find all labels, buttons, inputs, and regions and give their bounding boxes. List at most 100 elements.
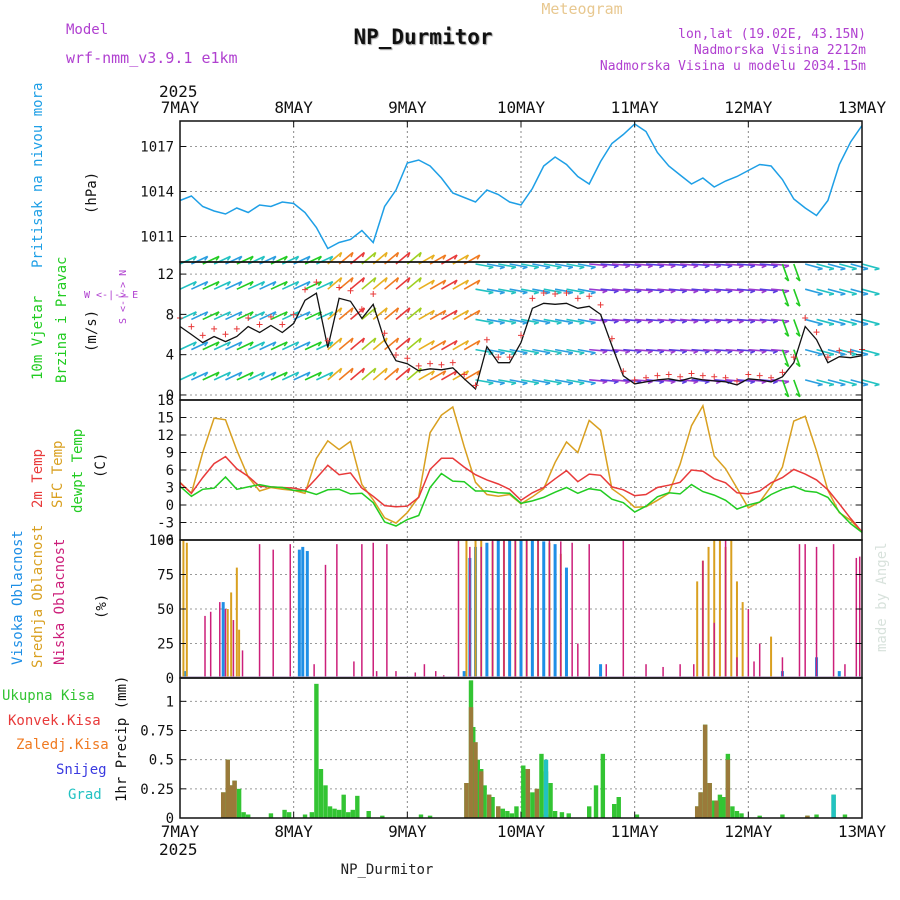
- wind-arrow: [725, 348, 744, 353]
- wind-arrow-head: [295, 341, 300, 347]
- wind-arrow: [202, 280, 220, 290]
- wind-gust-marker: [597, 301, 604, 308]
- wind-arrow-head: [361, 307, 366, 313]
- wind-arrow-head: [556, 266, 562, 270]
- wind-arrow: [179, 280, 197, 290]
- wind-arrow: [702, 318, 721, 322]
- wind-arrow: [463, 370, 481, 381]
- low-cloud-bar: [395, 671, 397, 678]
- y-tick-label: 1017: [140, 140, 174, 156]
- wind-arrow-head: [636, 264, 642, 269]
- wind-arrow: [520, 379, 539, 384]
- wind-arrow: [441, 279, 458, 290]
- wind-arrow-head: [636, 290, 642, 294]
- mid-cloud-bar: [741, 602, 744, 678]
- wind-arrow-head: [670, 264, 676, 269]
- wind-gust-marker: [415, 362, 422, 369]
- wind-arrow-head: [338, 252, 343, 258]
- wind-arrow-head: [238, 281, 243, 287]
- wind-gust-marker: [449, 359, 456, 366]
- wind-arrow: [543, 379, 562, 384]
- wind-arrow-head: [395, 337, 400, 344]
- wind-arrow: [441, 370, 458, 381]
- wind-arrow: [452, 339, 469, 351]
- wind-arrow: [191, 371, 209, 381]
- wind-gust-marker: [688, 370, 695, 377]
- wind-gust-marker: [790, 354, 797, 361]
- y-tick-label: -3: [157, 516, 174, 532]
- wind-arrow: [781, 319, 790, 337]
- wind-arrow-head: [784, 320, 790, 324]
- wind-arrow-head: [465, 279, 470, 285]
- wind-arrow-head: [738, 264, 744, 269]
- wind-gust-marker: [836, 347, 843, 354]
- wind-arrow-head: [693, 290, 699, 294]
- wind-arrow-head: [874, 353, 880, 357]
- wind-arrow-head: [453, 309, 458, 316]
- wind-arrow: [839, 379, 857, 386]
- wind-arrow-head: [817, 267, 823, 271]
- low-cloud-bar: [645, 664, 647, 678]
- wind-arrow-head: [840, 293, 846, 296]
- low-cloud-bar: [313, 664, 315, 678]
- wind-arrow: [770, 348, 790, 353]
- wind-arrow: [395, 337, 411, 351]
- low-cloud-bar: [258, 544, 261, 678]
- y-tick-label: 15: [157, 411, 174, 427]
- high-cloud-bar: [184, 671, 188, 678]
- wind-arrow: [725, 318, 744, 322]
- low-cloud-bar: [336, 544, 338, 678]
- wind-arrow: [452, 279, 469, 290]
- total-precip-bar: [612, 804, 617, 818]
- wind-arrow: [270, 371, 288, 381]
- total-precip-bar: [505, 811, 510, 818]
- wind-arrow-head: [533, 352, 539, 356]
- wind-arrow: [395, 307, 411, 321]
- low-cloud-bar: [204, 615, 206, 678]
- wind-arrow: [543, 348, 562, 354]
- wind-arrow-head: [192, 311, 197, 317]
- wind-arrow-head: [681, 350, 688, 354]
- wind-arrow-head: [545, 321, 551, 325]
- wind-arrow-head: [840, 383, 846, 387]
- mid-cloud-bar: [718, 540, 721, 678]
- total-precip-bar: [302, 814, 308, 818]
- wind-arrow: [827, 318, 846, 325]
- wind-arrow-head: [272, 281, 277, 287]
- y-tick-label: 0: [166, 388, 174, 404]
- low-cloud-bar: [372, 542, 374, 678]
- wind-arrow: [623, 263, 642, 267]
- graupel-bar: [831, 794, 836, 818]
- wind-arrow-head: [659, 264, 665, 269]
- wind-arrow-head: [772, 380, 778, 385]
- wind-arrow-head: [772, 264, 778, 269]
- wind-arrow: [293, 371, 311, 381]
- wind-arrow: [202, 371, 220, 381]
- wind-arrow-head: [361, 337, 366, 344]
- total-precip-bar: [318, 769, 324, 818]
- wind-arrow: [225, 280, 243, 290]
- wind-arrow-head: [874, 267, 880, 271]
- total-precip-bar: [332, 808, 337, 818]
- low-cloud-bar: [272, 549, 274, 678]
- conv-precip-bar: [707, 783, 712, 818]
- low-cloud-bar: [361, 544, 363, 678]
- wind-arrow-head: [453, 279, 458, 285]
- wind-arrow-head: [567, 266, 574, 270]
- wind-gust-marker: [506, 354, 513, 361]
- wind-arrow-head: [260, 371, 266, 377]
- wind-arrow: [668, 263, 687, 267]
- wind-arrow-head: [636, 350, 642, 354]
- wind-arrow-head: [384, 307, 388, 313]
- wind-arrow-head: [329, 371, 334, 377]
- wind-arrow: [668, 288, 687, 292]
- wind-arrow-head: [567, 291, 574, 295]
- wind-arrow: [554, 288, 573, 294]
- y-tick-label: 1: [166, 694, 174, 710]
- wind-gust-marker: [199, 332, 206, 339]
- wind-arrow: [827, 348, 846, 356]
- total-precip-bar: [521, 765, 526, 818]
- legend-frz-precip: Zaledj.Kisa: [16, 737, 109, 753]
- footer-station: NP_Durmitor: [341, 862, 434, 878]
